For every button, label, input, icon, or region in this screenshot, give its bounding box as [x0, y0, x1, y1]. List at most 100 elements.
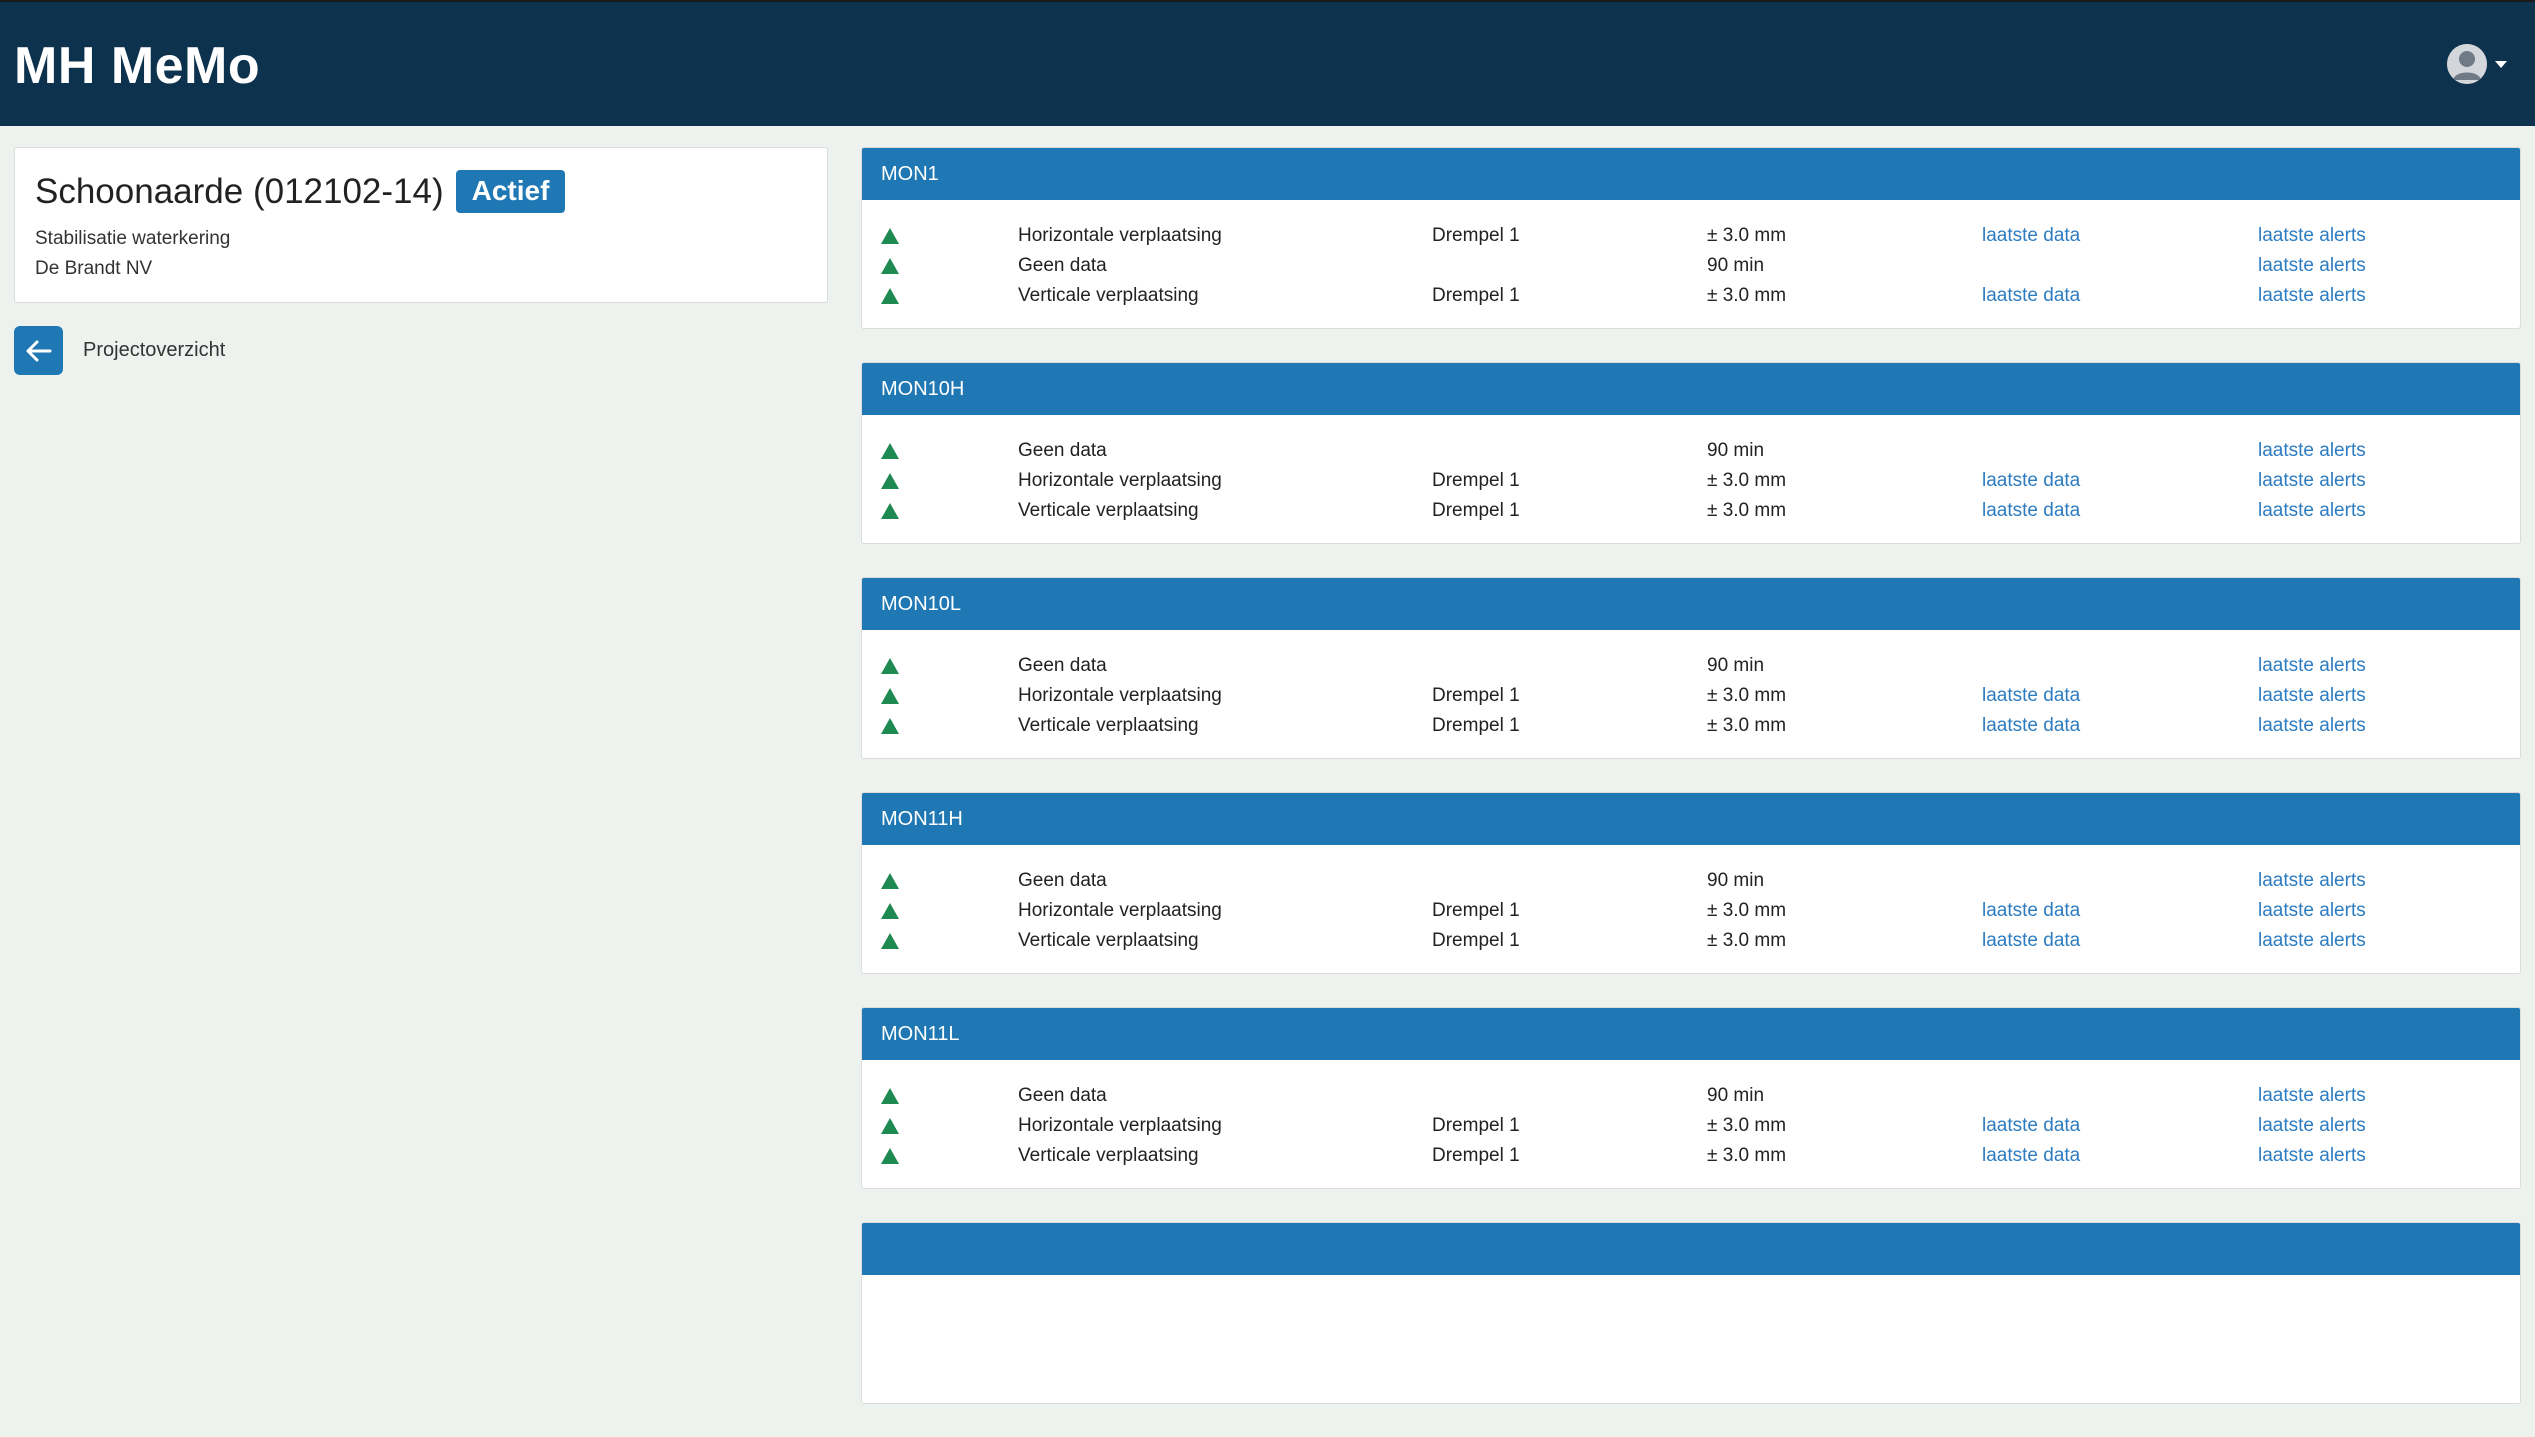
back-button[interactable] — [14, 326, 63, 375]
status-ok-triangle-icon — [881, 228, 899, 244]
measurement-type: Geen data — [1018, 870, 1107, 891]
measurement-type: Horizontale verplaatsing — [1018, 685, 1222, 706]
caret-down-icon[interactable] — [2495, 60, 2507, 68]
status-ok-triangle-icon — [881, 933, 899, 949]
latest-alerts-link[interactable]: laatste alerts — [2258, 900, 2366, 921]
measurement-type: Verticale verplaatsing — [1018, 715, 1199, 736]
latest-alerts-link[interactable]: laatste alerts — [2258, 225, 2366, 246]
measurement-type: Horizontale verplaatsing — [1018, 470, 1222, 491]
measurement-type: Verticale verplaatsing — [1018, 1145, 1199, 1166]
threshold-value: ± 3.0 mm — [1707, 285, 1787, 306]
latest-data-link[interactable]: laatste data — [1982, 500, 2081, 521]
latest-alerts-link[interactable]: laatste alerts — [2258, 930, 2366, 951]
threshold-label: Drempel 1 — [1432, 715, 1520, 736]
latest-alerts-link[interactable]: laatste alerts — [2258, 870, 2366, 891]
threshold-value: ± 3.0 mm — [1707, 930, 1787, 951]
monitor-rows — [862, 1275, 2520, 1297]
measurement-type: Verticale verplaatsing — [1018, 285, 1199, 306]
user-avatar-icon[interactable] — [2447, 44, 2487, 84]
status-ok-triangle-icon — [881, 288, 899, 304]
measurement-type: Verticale verplaatsing — [1018, 500, 1199, 521]
monitor-row: Verticale verplaatsing Drempel 1 ± 3.0 mm l… — [862, 282, 2520, 312]
monitor-row: Verticale verplaatsing Drempel 1 ± 3.0 mm l… — [862, 927, 2520, 957]
monitor-header — [862, 1223, 2520, 1275]
threshold-value: ± 3.0 mm — [1707, 500, 1787, 521]
monitor-card — [861, 1222, 2521, 1404]
measurement-type: Geen data — [1018, 655, 1107, 676]
project-name: Schoonaarde (012102-14) — [35, 171, 444, 211]
measurement-type: Horizontale verplaatsing — [1018, 225, 1222, 246]
latest-alerts-link[interactable]: laatste alerts — [2258, 715, 2366, 736]
latest-data-link[interactable]: laatste data — [1982, 285, 2081, 306]
latest-alerts-link[interactable]: laatste alerts — [2258, 655, 2366, 676]
latest-alerts-link[interactable]: laatste alerts — [2258, 685, 2366, 706]
project-description: Stabilisatie waterkering — [35, 228, 231, 249]
monitor-card: MON10H Geen data 90 min laatste alerts Horiz… — [861, 362, 2521, 544]
measurement-type: Horizontale verplaatsing — [1018, 900, 1222, 921]
threshold-value: 90 min — [1707, 255, 1765, 276]
monitor-row: Verticale verplaatsing Drempel 1 ± 3.0 mm l… — [862, 497, 2520, 527]
threshold-label: Drempel 1 — [1432, 1145, 1520, 1166]
threshold-label: Drempel 1 — [1432, 930, 1520, 951]
latest-data-link[interactable]: laatste data — [1982, 900, 2081, 921]
status-ok-triangle-icon — [881, 1088, 899, 1104]
latest-data-link[interactable]: laatste data — [1982, 1115, 2081, 1136]
status-ok-triangle-icon — [881, 873, 899, 889]
latest-data-link[interactable]: laatste data — [1982, 715, 2081, 736]
monitor-row: Horizontale verplaatsing Drempel 1 ± 3.0 m… — [862, 897, 2520, 927]
latest-data-link[interactable]: laatste data — [1982, 1145, 2081, 1166]
app-title[interactable]: MH MeMo — [14, 37, 261, 95]
arrow-left-icon — [26, 340, 51, 361]
project-card: Schoonaarde (012102-14) Actief Stabilisa… — [14, 147, 828, 303]
back-label[interactable]: Projectoverzicht — [83, 339, 226, 361]
latest-data-link[interactable]: laatste data — [1982, 470, 2081, 491]
latest-alerts-link[interactable]: laatste alerts — [2258, 500, 2366, 521]
threshold-label: Drempel 1 — [1432, 900, 1520, 921]
threshold-label: Drempel 1 — [1432, 285, 1520, 306]
latest-alerts-link[interactable]: laatste alerts — [2258, 1145, 2366, 1166]
measurement-type: Geen data — [1018, 440, 1107, 461]
monitor-row: Geen data 90 min laatste alerts — [862, 437, 2520, 467]
status-ok-triangle-icon — [881, 503, 899, 519]
project-client: De Brandt NV — [35, 258, 153, 279]
latest-alerts-link[interactable]: laatste alerts — [2258, 440, 2366, 461]
status-ok-triangle-icon — [881, 718, 899, 734]
latest-data-link[interactable]: laatste data — [1982, 930, 2081, 951]
status-badge: Actief — [455, 170, 566, 213]
monitor-row: Horizontale verplaatsing Drempel 1 ± 3.0 m… — [862, 682, 2520, 712]
monitor-card: MON11L Geen data 90 min laatste alerts Horiz… — [861, 1007, 2521, 1189]
measurement-type: Verticale verplaatsing — [1018, 930, 1199, 951]
status-ok-triangle-icon — [881, 658, 899, 674]
latest-alerts-link[interactable]: laatste alerts — [2258, 285, 2366, 306]
monitor-rows: Geen data 90 min laatste alerts Horizontale… — [862, 845, 2520, 957]
back-navigation: Projectoverzicht — [14, 326, 225, 375]
threshold-label: Drempel 1 — [1432, 470, 1520, 491]
monitor-rows: Horizontale verplaatsing Drempel 1 ± 3.0 m… — [862, 200, 2520, 312]
threshold-label: Drempel 1 — [1432, 225, 1520, 246]
latest-alerts-link[interactable]: laatste alerts — [2258, 470, 2366, 491]
latest-alerts-link[interactable]: laatste alerts — [2258, 255, 2366, 276]
top-navbar: MH MeMo — [0, 0, 2535, 126]
threshold-value: 90 min — [1707, 870, 1765, 891]
monitor-header: MON10H — [862, 363, 2520, 415]
latest-alerts-link[interactable]: laatste alerts — [2258, 1085, 2366, 1106]
user-menu[interactable] — [2447, 44, 2507, 84]
measurement-type: Geen data — [1018, 255, 1107, 276]
status-ok-triangle-icon — [881, 903, 899, 919]
monitor-rows: Geen data 90 min laatste alerts Horizontale… — [862, 1060, 2520, 1172]
threshold-value: ± 3.0 mm — [1707, 685, 1787, 706]
measurement-type: Horizontale verplaatsing — [1018, 1115, 1222, 1136]
status-ok-triangle-icon — [881, 1118, 899, 1134]
measurement-type: Geen data — [1018, 1085, 1107, 1106]
monitor-header: MON10L — [862, 578, 2520, 630]
threshold-value: ± 3.0 mm — [1707, 225, 1787, 246]
latest-data-link[interactable]: laatste data — [1982, 685, 2081, 706]
threshold-value: 90 min — [1707, 1085, 1765, 1106]
threshold-label: Drempel 1 — [1432, 1115, 1520, 1136]
threshold-label: Drempel 1 — [1432, 685, 1520, 706]
monitor-header: MON11L — [862, 1008, 2520, 1060]
latest-data-link[interactable]: laatste data — [1982, 225, 2081, 246]
latest-alerts-link[interactable]: laatste alerts — [2258, 1115, 2366, 1136]
threshold-value: 90 min — [1707, 440, 1765, 461]
threshold-label: Drempel 1 — [1432, 500, 1520, 521]
